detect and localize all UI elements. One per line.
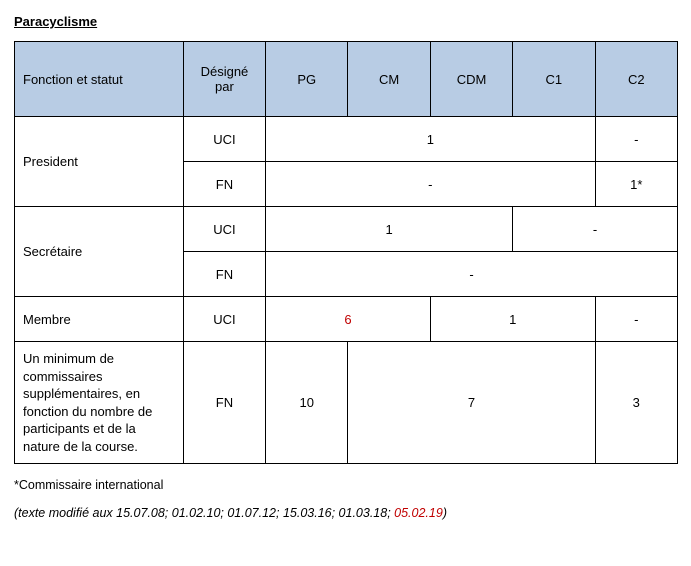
cell-secretaire-uci-by: UCI <box>183 207 265 252</box>
cell-president-fn-c2: 1* <box>595 162 677 207</box>
section-title: Paracyclisme <box>14 14 677 29</box>
cell-function-minimum: Un minimum de commissaires supplémentair… <box>15 342 184 464</box>
cell-president-uci-c2: - <box>595 117 677 162</box>
header-c1: C1 <box>513 42 595 117</box>
paracyclisme-table: Fonction et statut Désigné par PG CM CDM… <box>14 41 678 464</box>
dates-red: 05.02.19 <box>394 506 443 520</box>
cell-minimum-c2: 3 <box>595 342 677 464</box>
cell-president-fn-by: FN <box>183 162 265 207</box>
cell-function-secretaire: Secrétaire <box>15 207 184 297</box>
cell-membre-uci-pgcm: 6 <box>266 297 431 342</box>
cell-secretaire-uci-val: 1 <box>266 207 513 252</box>
header-c2: C2 <box>595 42 677 117</box>
header-cdm: CDM <box>430 42 512 117</box>
cell-president-fn-val: - <box>266 162 595 207</box>
header-pg: PG <box>266 42 348 117</box>
header-cm: CM <box>348 42 430 117</box>
cell-membre-uci-c2: - <box>595 297 677 342</box>
row-membre-uci: Membre UCI 6 1 - <box>15 297 678 342</box>
cell-membre-uci-cdmc1: 1 <box>430 297 595 342</box>
header-function: Fonction et statut <box>15 42 184 117</box>
cell-secretaire-fn-by: FN <box>183 252 265 297</box>
row-minimum: Un minimum de commissaires supplémentair… <box>15 342 678 464</box>
row-president-uci: President UCI 1 - <box>15 117 678 162</box>
header-row: Fonction et statut Désigné par PG CM CDM… <box>15 42 678 117</box>
cell-president-uci-by: UCI <box>183 117 265 162</box>
dates-suffix: ) <box>443 506 447 520</box>
row-secretaire-uci: Secrétaire UCI 1 - <box>15 207 678 252</box>
cell-secretaire-fn-val: - <box>266 252 678 297</box>
cell-function-membre: Membre <box>15 297 184 342</box>
modification-dates: (texte modifié aux 15.07.08; 01.02.10; 0… <box>14 506 677 520</box>
dates-black: 15.07.08; 01.02.10; 01.07.12; 15.03.16; … <box>116 506 394 520</box>
cell-minimum-pg: 10 <box>266 342 348 464</box>
cell-president-uci-val: 1 <box>266 117 595 162</box>
footnote: *Commissaire international <box>14 478 677 492</box>
cell-minimum-by: FN <box>183 342 265 464</box>
dates-prefix: (texte modifié aux <box>14 506 116 520</box>
cell-secretaire-uci-c12: - <box>513 207 678 252</box>
header-designated: Désigné par <box>183 42 265 117</box>
cell-minimum-cmcdmc1: 7 <box>348 342 595 464</box>
cell-function-president: President <box>15 117 184 207</box>
cell-membre-uci-by: UCI <box>183 297 265 342</box>
